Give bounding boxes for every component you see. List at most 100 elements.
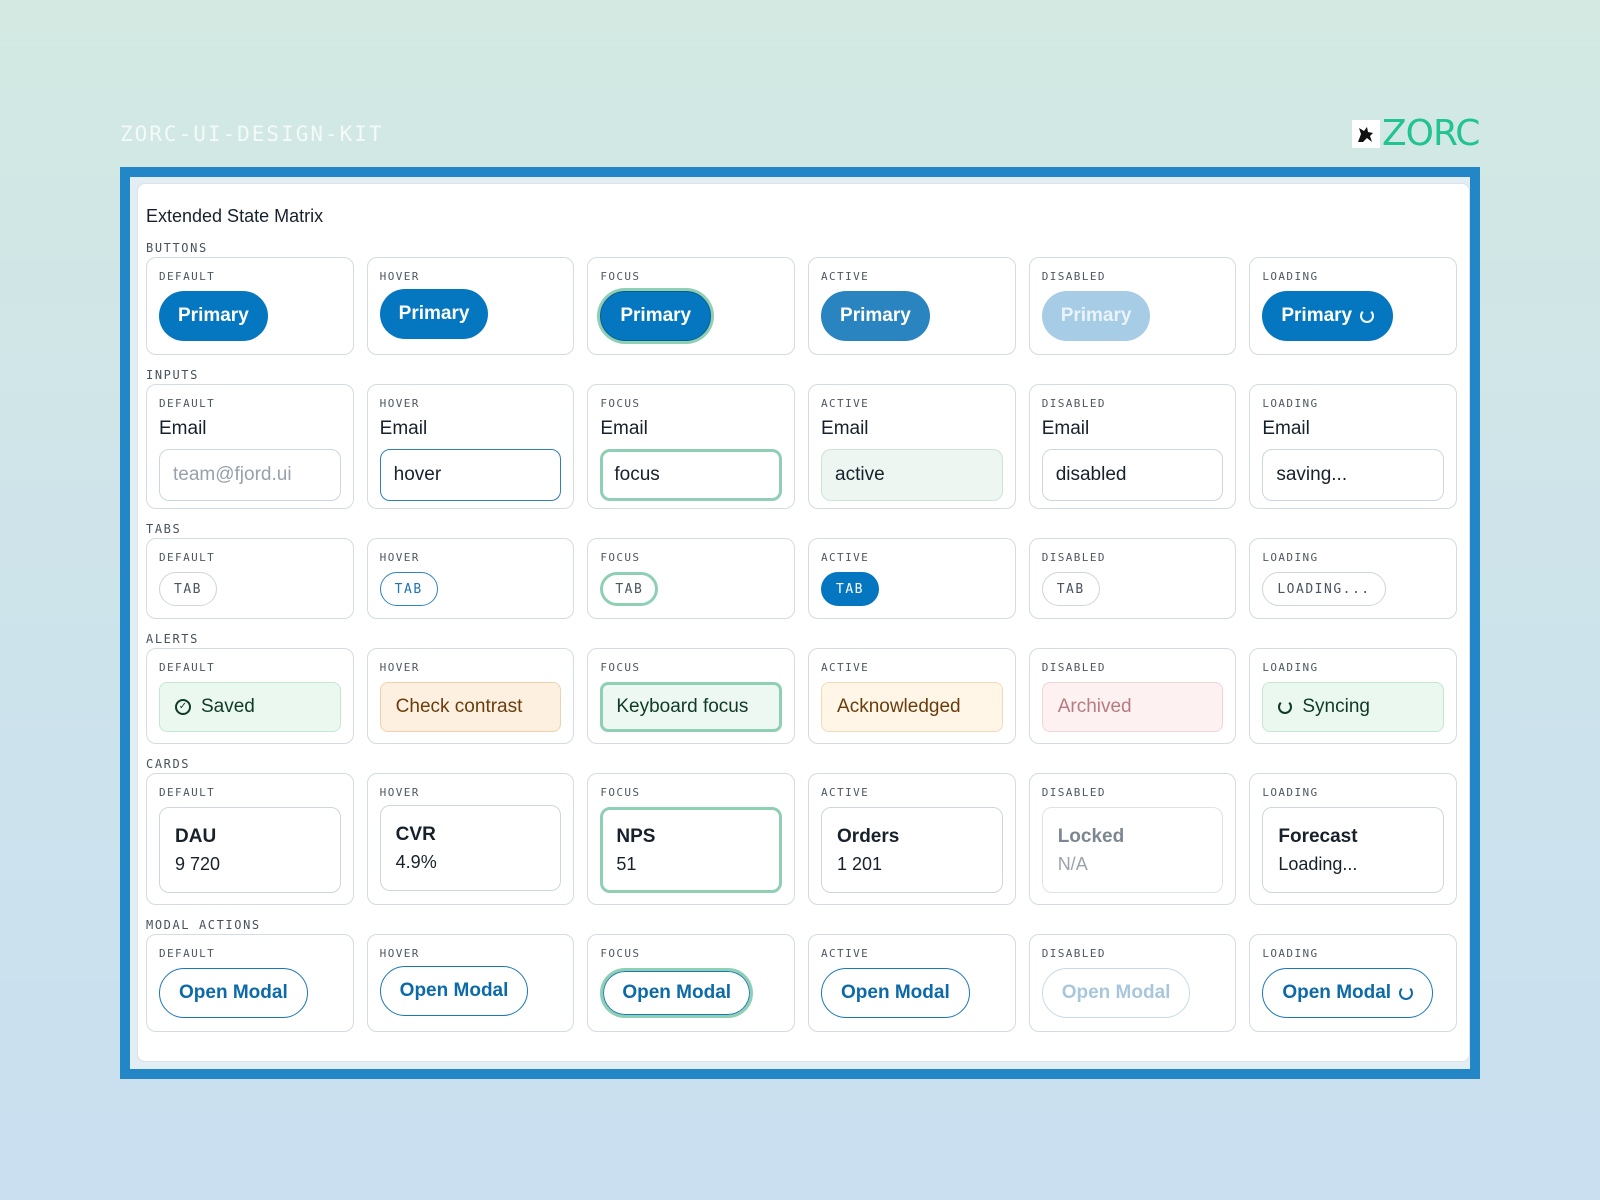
state-label: LOADING [1262, 551, 1319, 564]
tab-default[interactable]: TAB [159, 572, 217, 606]
section-label-tabs: TABS [146, 522, 182, 536]
email-field-hover[interactable]: hover [379, 449, 562, 501]
state-label: FOCUS [600, 786, 641, 799]
email-field-default[interactable]: team@fjord.ui [159, 449, 341, 501]
inputs-cell-hover: HOVER Email hover [366, 384, 575, 509]
modal-cell-loading: LOADING Open Modal [1249, 934, 1458, 1032]
tabs-cell-focus: FOCUS TAB [587, 538, 796, 619]
email-field-loading[interactable]: saving... [1262, 449, 1445, 501]
cards-cell-active: ACTIVE Orders 1 201 [808, 773, 1016, 905]
state-label: DISABLED [1041, 397, 1106, 410]
email-field-focus[interactable]: focus [600, 449, 783, 501]
buttons-cell-default: DEFAULT Primary [146, 257, 354, 355]
state-label: DISABLED [1041, 786, 1106, 799]
open-modal-button-active[interactable]: Open Modal [821, 968, 970, 1018]
inputs-cell-focus: FOCUS Email focus [587, 384, 796, 509]
kpi-value: 9 720 [175, 854, 221, 874]
cards-cell-loading: LOADING Forecast Loading... [1249, 773, 1458, 905]
kpi-value: 1 201 [837, 854, 883, 874]
section-label-inputs: INPUTS [146, 368, 199, 382]
state-label: ACTIVE [821, 786, 870, 799]
primary-button-active[interactable]: Primary [821, 291, 930, 341]
state-label: DISABLED [1041, 947, 1106, 960]
cards-cell-focus: FOCUS NPS 51 [587, 773, 796, 905]
state-label: DEFAULT [159, 551, 216, 564]
email-field-active[interactable]: active [821, 449, 1003, 501]
tab-hover[interactable]: TAB [379, 572, 438, 606]
state-label: LOADING [1262, 786, 1319, 799]
alerts-cell-disabled: DISABLED Archived [1028, 648, 1237, 744]
kpi-card-default[interactable]: DAU 9 720 [159, 807, 341, 893]
kpi-card-focus[interactable]: NPS 51 [600, 807, 783, 893]
brand-name: ZORC [1382, 113, 1480, 154]
button-label: Primary [1281, 305, 1353, 326]
open-modal-button-default[interactable]: Open Modal [159, 968, 308, 1018]
primary-button-default[interactable]: Primary [159, 291, 268, 341]
primary-button-focus[interactable]: Primary [600, 291, 712, 341]
alerts-row: DEFAULT ✓ Saved HOVER Check contrast FOC… [146, 648, 1458, 744]
kit-title: ZORC-UI-DESIGN-KIT [120, 122, 384, 146]
state-label: HOVER [379, 661, 420, 674]
tab-active[interactable]: TAB [821, 572, 879, 606]
tabs-cell-active: ACTIVE TAB [808, 538, 1016, 619]
cards-cell-disabled: DISABLED Locked N/A [1028, 773, 1237, 905]
state-label: HOVER [379, 947, 420, 960]
button-label: Open Modal [622, 982, 732, 1003]
inputs-cell-active: ACTIVE Email active [808, 384, 1016, 509]
state-label: DISABLED [1041, 661, 1106, 674]
inputs-row: DEFAULT Email team@fjord.ui HOVER Email … [146, 384, 1458, 509]
open-modal-button-hover[interactable]: Open Modal [379, 966, 529, 1016]
email-label: Email [159, 418, 207, 439]
buttons-cell-loading: LOADING Primary [1249, 257, 1458, 355]
alert-disabled: Archived [1041, 682, 1224, 732]
tab-loading[interactable]: LOADING... [1262, 572, 1386, 606]
state-label: LOADING [1262, 947, 1319, 960]
primary-button-disabled: Primary [1041, 291, 1151, 341]
modal-cell-hover: HOVER Open Modal [366, 934, 575, 1032]
kpi-title: CVR [395, 824, 436, 845]
kpi-card-loading[interactable]: Forecast Loading... [1262, 807, 1445, 893]
state-label: FOCUS [600, 270, 641, 283]
kpi-card-hover[interactable]: CVR 4.9% [379, 805, 562, 891]
open-modal-button-loading[interactable]: Open Modal [1262, 968, 1434, 1018]
alert-text: Saved [201, 696, 255, 717]
cards-cell-hover: HOVER CVR 4.9% [366, 773, 575, 905]
section-label-buttons: BUTTONS [146, 241, 208, 255]
primary-button-hover[interactable]: Primary [379, 289, 489, 339]
modal-cell-focus: FOCUS Open Modal [587, 934, 796, 1032]
state-label: ACTIVE [821, 397, 870, 410]
buttons-cell-active: ACTIVE Primary [808, 257, 1016, 355]
alert-loading: Syncing [1262, 682, 1445, 732]
primary-button-loading[interactable]: Primary [1262, 291, 1394, 341]
state-label: DEFAULT [159, 786, 216, 799]
spinner-icon [1360, 309, 1375, 323]
section-label-cards: CARDS [146, 757, 191, 771]
wolf-icon [1352, 120, 1380, 148]
inputs-cell-disabled: DISABLED Email disabled [1028, 384, 1237, 509]
tabs-row: DEFAULT TAB HOVER TAB FOCUS TAB ACTIVE T… [146, 538, 1458, 619]
inputs-cell-loading: LOADING Email saving... [1249, 384, 1458, 509]
state-label: ACTIVE [821, 661, 870, 674]
alert-focus[interactable]: Keyboard focus [600, 682, 783, 732]
state-label: DISABLED [1041, 270, 1106, 283]
kit-frame: Extended State Matrix BUTTONS DEFAULT Pr… [120, 167, 1480, 1079]
tab-focus[interactable]: TAB [600, 572, 659, 606]
kpi-title: Locked [1057, 826, 1125, 847]
button-label: Primary [840, 305, 911, 326]
alert-text: Syncing [1302, 696, 1370, 717]
state-label: FOCUS [600, 947, 641, 960]
modal-actions-row: DEFAULT Open Modal HOVER Open Modal FOCU… [146, 934, 1458, 1032]
button-label: Open Modal [1061, 982, 1171, 1003]
state-label: FOCUS [600, 661, 641, 674]
button-label: Open Modal [841, 982, 950, 1003]
state-label: LOADING [1262, 661, 1319, 674]
kpi-value: 51 [616, 854, 637, 874]
alerts-cell-hover: HOVER Check contrast [366, 648, 575, 744]
kpi-card-active[interactable]: Orders 1 201 [821, 807, 1003, 893]
state-label: DEFAULT [159, 270, 216, 283]
button-label: Primary [1060, 305, 1132, 326]
open-modal-button-focus[interactable]: Open Modal [600, 968, 754, 1018]
alert-text: Check contrast [395, 696, 523, 717]
state-label: FOCUS [600, 397, 641, 410]
modal-cell-disabled: DISABLED Open Modal [1028, 934, 1237, 1032]
